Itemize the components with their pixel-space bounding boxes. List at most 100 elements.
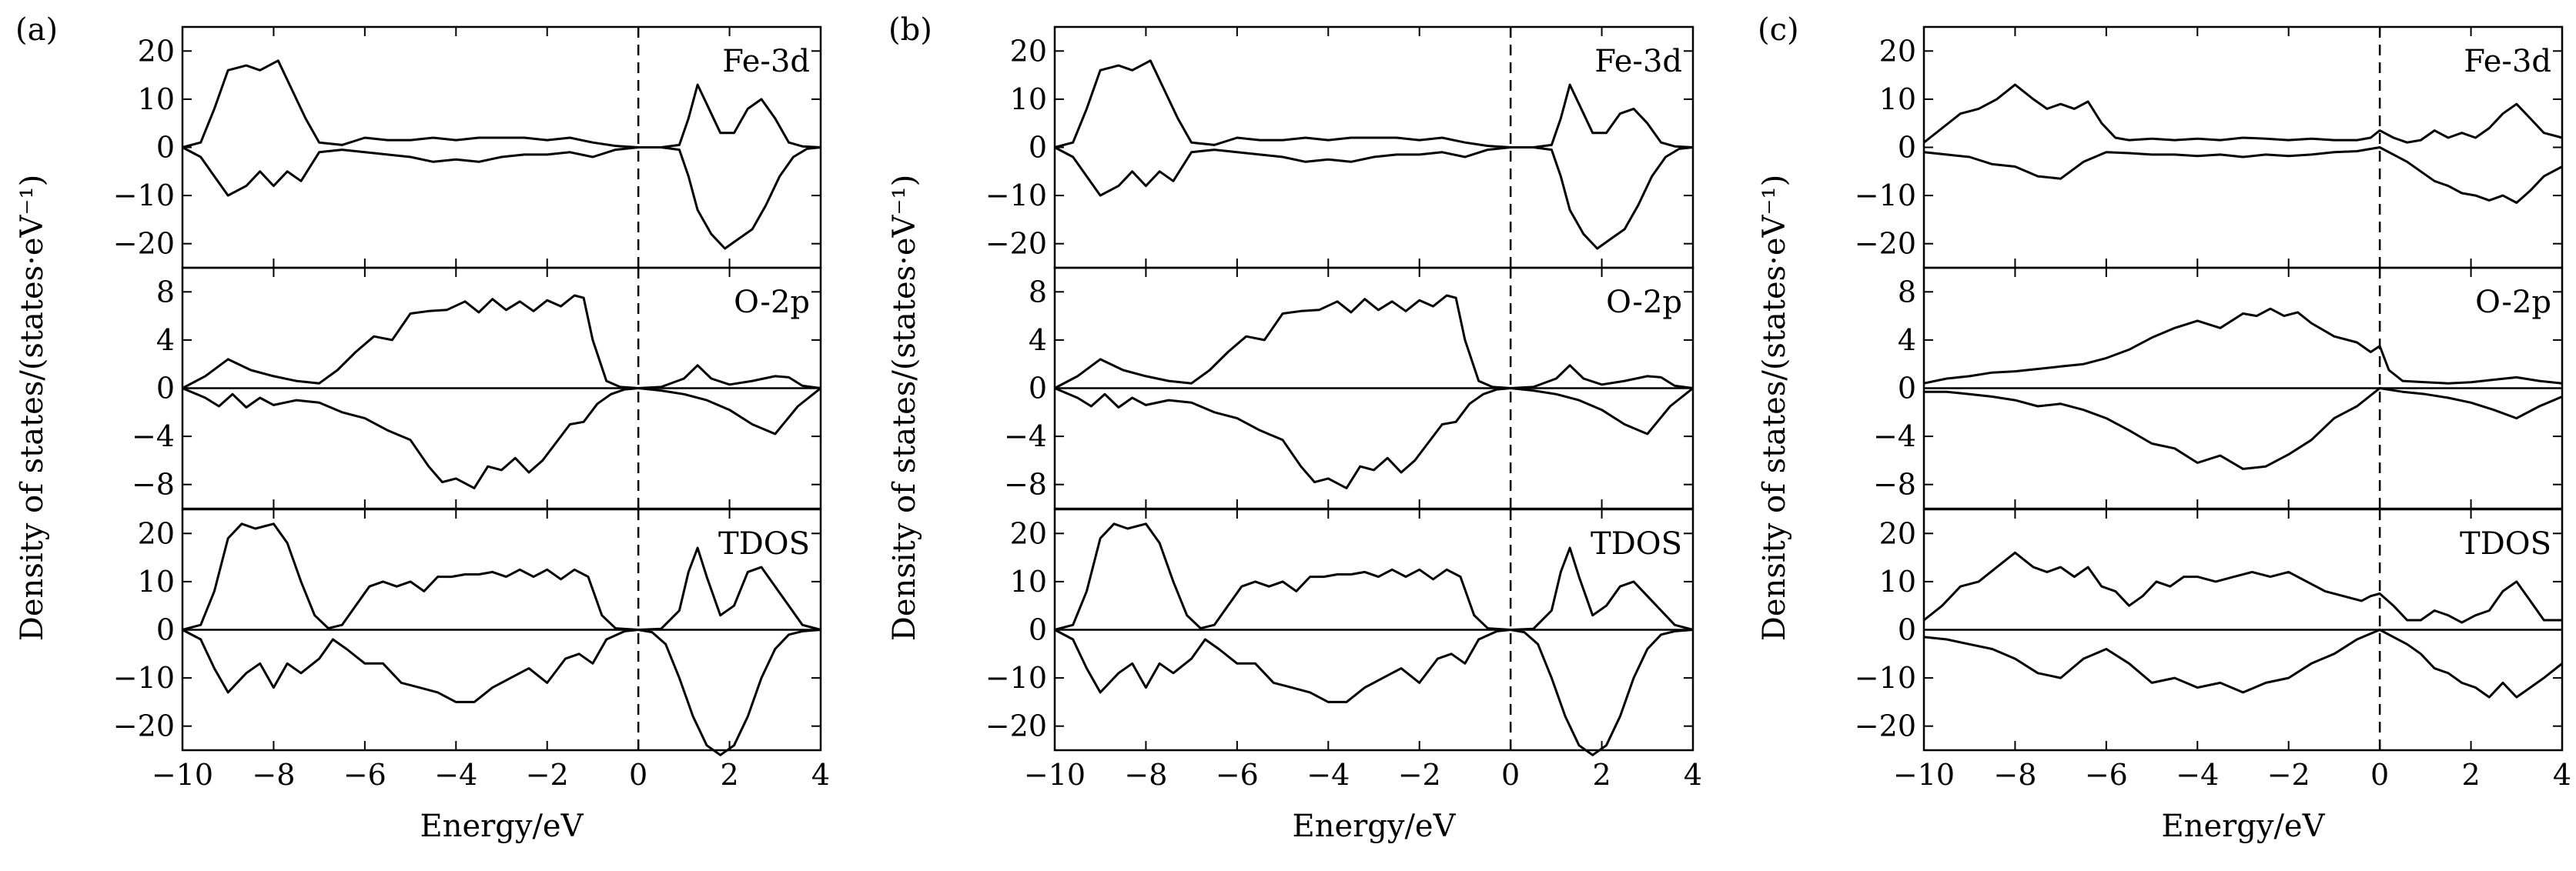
spin-down-line <box>1054 146 1694 250</box>
subplot-label: Fe-3d <box>1594 44 1682 79</box>
y-tick-label: 20 <box>138 516 175 550</box>
y-tick-label: 0 <box>156 372 175 405</box>
y-tick-label: 20 <box>1879 34 1916 68</box>
y-tick-label: 10 <box>1010 565 1047 599</box>
panel-label: (a) <box>15 12 58 48</box>
x-axis-title: Energy/eV <box>420 809 584 844</box>
subplot-fe-3d: 20 10 0 −10 −20 Fe-3d <box>1855 25 2564 269</box>
y-axis-title: Density of states/(states·eV⁻¹) <box>887 175 922 641</box>
y-tick-label: −10 <box>985 661 1047 695</box>
spin-down-line <box>1924 387 2563 470</box>
x-tick-label: −2 <box>1398 758 1441 792</box>
x-tick-label: −6 <box>343 758 386 792</box>
y-tick-label: 4 <box>156 323 175 357</box>
y-tick-label: 8 <box>1029 275 1047 309</box>
y-tick-label: 20 <box>1010 516 1047 550</box>
spin-up-line <box>1923 83 2563 144</box>
y-tick-label: −4 <box>1873 419 1916 453</box>
subplot-label: TDOS <box>2460 526 2551 562</box>
subplot-label: Fe-3d <box>722 44 810 79</box>
x-tick-label: 0 <box>629 758 647 792</box>
x-tick-label: −10 <box>1893 758 1955 792</box>
x-tick-label: −4 <box>1306 758 1350 792</box>
spin-up-line <box>1054 294 1694 389</box>
subplot-o-2p: 8 4 0 −4 −8 O-2p <box>1873 266 2564 510</box>
y-tick-label: 8 <box>1898 275 1916 309</box>
y-tick-label: −20 <box>113 709 175 743</box>
y-tick-label: −8 <box>1004 468 1047 502</box>
y-tick-label: −20 <box>985 709 1047 743</box>
x-tick-label: −8 <box>252 758 295 792</box>
spin-up-line <box>182 59 821 149</box>
y-tick-label: −20 <box>985 227 1047 261</box>
x-tick-label: 2 <box>720 758 738 792</box>
subplot-label: TDOS <box>1591 526 1682 562</box>
y-tick-label: 0 <box>1898 372 1916 405</box>
x-tick-label: 2 <box>1592 758 1611 792</box>
y-tick-label: 0 <box>1898 613 1916 647</box>
spin-down-line <box>182 387 821 489</box>
y-tick-label: 0 <box>1029 613 1047 647</box>
x-axis-title: Energy/eV <box>2162 809 2326 844</box>
y-axis-title: Density of states/(states·eV⁻¹) <box>15 175 50 641</box>
y-tick-label: 10 <box>1879 82 1916 116</box>
panel-b: (b)Density of states/(states·eV⁻¹)20100−… <box>887 12 1702 844</box>
y-tick-label: 20 <box>1879 516 1916 550</box>
y-tick-label: 4 <box>1898 323 1916 357</box>
subplot-label: O-2p <box>734 285 810 320</box>
x-tick-label: −10 <box>152 758 213 792</box>
y-tick-label: −8 <box>1873 468 1916 502</box>
panel-label: (c) <box>1758 12 1799 48</box>
spin-up-line <box>182 522 821 631</box>
x-tick-label: −8 <box>1124 758 1167 792</box>
x-tick-label: 4 <box>811 758 830 792</box>
y-tick-label: 4 <box>1029 323 1047 357</box>
y-tick-label: 10 <box>1010 82 1047 116</box>
y-tick-label: −20 <box>1855 709 1916 743</box>
x-tick-label: 0 <box>1501 758 1520 792</box>
spin-up-line <box>182 294 821 389</box>
spin-down-line <box>182 629 821 756</box>
x-tick-label: −6 <box>2085 758 2128 792</box>
y-tick-label: 20 <box>138 34 175 68</box>
y-tick-label: 20 <box>1010 34 1047 68</box>
x-tick-label: −4 <box>2176 758 2219 792</box>
x-tick-label: 4 <box>2553 758 2571 792</box>
spin-up-line <box>1923 307 2563 385</box>
x-tick-label: 2 <box>2461 758 2480 792</box>
y-tick-label: 10 <box>138 82 175 116</box>
x-tick-label: 4 <box>1684 758 1702 792</box>
y-tick-label: −10 <box>113 661 175 695</box>
panel-c: (c)Density of states/(states·eV⁻¹)20100−… <box>1757 12 2571 844</box>
subplot-label: O-2p <box>1606 285 1682 320</box>
y-tick-label: 0 <box>1029 131 1047 165</box>
subplot-o-2p: 8 4 0 −4 −8 O-2p <box>132 266 822 510</box>
spin-up-line <box>1054 522 1694 631</box>
spin-down-line <box>1923 146 2563 204</box>
subplot-fe-3d: 20 10 0 −10 −20 Fe-3d <box>985 25 1694 269</box>
x-tick-label: −2 <box>526 758 569 792</box>
subplot-tdos: 20 10 0 −10 −20 TDOS <box>985 508 1694 756</box>
y-axis-title: Density of states/(states·eV⁻¹) <box>1757 175 1792 641</box>
x-axis-title: Energy/eV <box>1293 809 1457 844</box>
panel-label: (b) <box>888 12 932 48</box>
y-tick-label: −10 <box>1855 661 1916 695</box>
y-tick-label: 10 <box>1879 565 1916 599</box>
subplot-label: O-2p <box>2475 285 2551 320</box>
subplot-o-2p: 8 4 0 −4 −8 O-2p <box>1004 266 1694 510</box>
y-tick-label: −20 <box>113 227 175 261</box>
y-tick-label: −4 <box>1004 419 1047 453</box>
y-tick-label: 10 <box>138 565 175 599</box>
x-tick-label: −6 <box>1216 758 1259 792</box>
x-tick-label: −8 <box>1993 758 2036 792</box>
y-tick-label: −10 <box>113 179 175 212</box>
y-tick-label: −4 <box>132 419 175 453</box>
subplot-label: TDOS <box>718 526 810 562</box>
y-tick-label: 0 <box>1029 372 1047 405</box>
subplot-tdos: 20 10 0 −10 −20 TDOS <box>1855 508 2564 752</box>
spin-down-line <box>1054 629 1694 756</box>
subplot-label: Fe-3d <box>2464 44 2551 79</box>
spin-up-line <box>1054 59 1694 149</box>
spin-down-line <box>1923 629 2563 699</box>
